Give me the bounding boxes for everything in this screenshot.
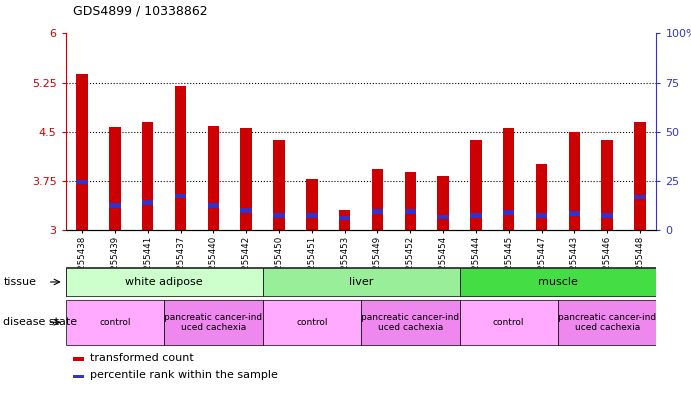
Bar [569, 211, 580, 216]
Bar [73, 357, 84, 361]
Bar [142, 122, 153, 230]
Text: pancreatic cancer-ind
uced cachexia: pancreatic cancer-ind uced cachexia [164, 312, 263, 332]
Bar [372, 209, 384, 214]
Bar [558, 299, 656, 345]
Text: pancreatic cancer-ind
uced cachexia: pancreatic cancer-ind uced cachexia [558, 312, 656, 332]
Bar [240, 208, 252, 213]
Bar [66, 268, 263, 296]
Bar [404, 172, 416, 230]
Bar [142, 200, 153, 205]
Text: muscle: muscle [538, 277, 578, 287]
Bar [175, 86, 187, 230]
Text: liver: liver [349, 277, 373, 287]
Bar [536, 164, 547, 230]
Bar [601, 213, 613, 218]
Bar [503, 129, 515, 230]
Text: tissue: tissue [3, 277, 37, 287]
Bar [634, 195, 646, 199]
Bar [109, 127, 121, 230]
Text: GDS4899 / 10338862: GDS4899 / 10338862 [73, 5, 207, 18]
Bar [536, 213, 547, 218]
Bar [207, 127, 219, 230]
Bar [634, 122, 646, 230]
Bar [470, 140, 482, 230]
Bar [437, 215, 449, 219]
Bar [207, 204, 219, 208]
Bar [404, 209, 416, 214]
Bar [240, 129, 252, 230]
Bar [263, 299, 361, 345]
Text: disease state: disease state [3, 317, 77, 327]
Bar [306, 180, 318, 230]
Bar [601, 140, 613, 230]
Bar [361, 299, 460, 345]
Bar [73, 375, 84, 378]
Text: white adipose: white adipose [125, 277, 203, 287]
Text: pancreatic cancer-ind
uced cachexia: pancreatic cancer-ind uced cachexia [361, 312, 460, 332]
Text: transformed count: transformed count [91, 353, 194, 363]
Bar [109, 204, 121, 208]
Bar [263, 268, 460, 296]
Bar [339, 210, 350, 230]
Bar [339, 216, 350, 220]
Bar [76, 180, 88, 184]
Text: control: control [99, 318, 131, 327]
Bar [460, 268, 656, 296]
Text: control: control [493, 318, 524, 327]
Bar [460, 299, 558, 345]
Bar [76, 74, 88, 230]
Bar [175, 193, 187, 198]
Bar [306, 213, 318, 218]
Bar [164, 299, 263, 345]
Bar [437, 176, 449, 230]
Bar [273, 213, 285, 218]
Text: control: control [296, 318, 328, 327]
Text: percentile rank within the sample: percentile rank within the sample [91, 370, 278, 380]
Bar [372, 169, 384, 230]
Bar [569, 132, 580, 230]
Bar [470, 213, 482, 218]
Bar [503, 210, 515, 215]
Bar [66, 299, 164, 345]
Bar [273, 140, 285, 230]
